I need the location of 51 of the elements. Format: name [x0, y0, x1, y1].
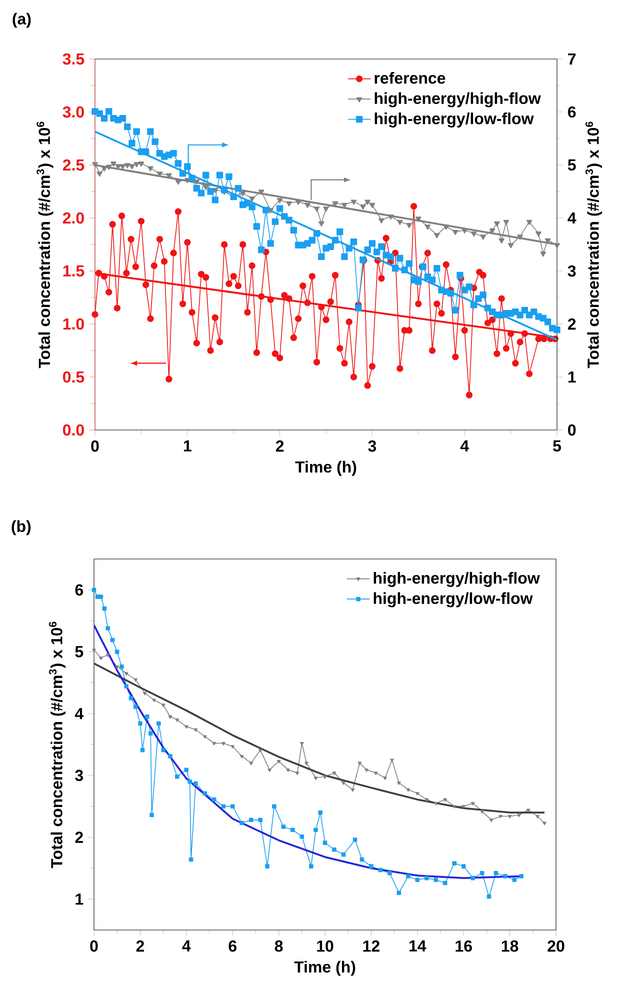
chart-title: (b) [12, 520, 31, 536]
y-tick-label: 5 [75, 646, 84, 658]
x-axis-title: Time (h) [295, 460, 356, 476]
y-tick-label: 2.5 [62, 159, 84, 171]
x-tick-label: 12 [363, 940, 380, 952]
x-tick-label: 3 [368, 440, 376, 452]
x-tick-label: 5 [553, 440, 561, 452]
y2-tick-label: 1 [568, 371, 576, 382]
y-tick-label: 3.0 [62, 106, 84, 118]
x-tick-label: 16 [456, 940, 472, 952]
legend-label: high-energy/high-flow [374, 572, 540, 587]
y2-tick-label: 2 [568, 318, 576, 330]
y-tick-label: 1 [76, 894, 84, 905]
y-tick-label: 2.0 [62, 212, 84, 224]
y-tick-label: 3.5 [62, 53, 84, 65]
x-tick-label: 6 [228, 940, 236, 952]
y2-tick-label: 0 [568, 424, 576, 436]
y2-tick-label: 7 [568, 54, 576, 64]
x-tick-label: 1 [184, 440, 192, 452]
y2-tick-label: 3 [568, 265, 576, 277]
y-tick-label: 6 [75, 584, 84, 596]
x-axis-title: Time (h) [294, 960, 356, 976]
chart-title: (a) [12, 12, 31, 28]
y2-tick-label: 4 [568, 212, 576, 224]
x-tick-label: 4 [182, 940, 191, 952]
y-axis-title: Total concentration (#/cm$^{3}$) x 10$^{6}$ [36, 122, 54, 368]
x-tick-label: 18 [502, 940, 518, 952]
x-tick-label: 2 [276, 440, 284, 452]
y-tick-label: 0.5 [62, 371, 84, 383]
x-tick-label: 14 [410, 940, 426, 952]
x-tick-label: 0 [91, 440, 99, 452]
legend-label: high-energy/high-flow [374, 92, 541, 108]
y-tick-label: 4 [74, 708, 84, 720]
legend-label: reference [374, 72, 446, 84]
x-tick-label: 20 [548, 940, 564, 952]
y2-axis-title: Total concentration (#/cm$^{3}$) x 10$^{6}$ [585, 122, 602, 368]
y-tick-label: 0.0 [62, 424, 84, 436]
y-tick-label: 1.0 [63, 318, 84, 330]
x-tick-label: 0 [90, 940, 98, 952]
x-tick-label: 10 [317, 940, 334, 952]
y2-tick-label: 6 [568, 106, 576, 118]
y-tick-label: 1.5 [63, 265, 84, 277]
x-tick-label: 8 [274, 940, 283, 952]
legend-label: high-energy/low-flow [374, 592, 533, 608]
y-tick-label: 3 [75, 770, 84, 782]
y2-tick-label: 5 [568, 159, 576, 171]
legend-label: high-energy/low-flow [374, 112, 534, 128]
y-tick-label: 2 [75, 832, 83, 843]
x-tick-label: 2 [136, 940, 144, 952]
x-tick-label: 4 [460, 440, 469, 452]
y-axis-title: Total concentration (#/cm$^{3}$) x 10$^{6}$ [48, 622, 66, 868]
